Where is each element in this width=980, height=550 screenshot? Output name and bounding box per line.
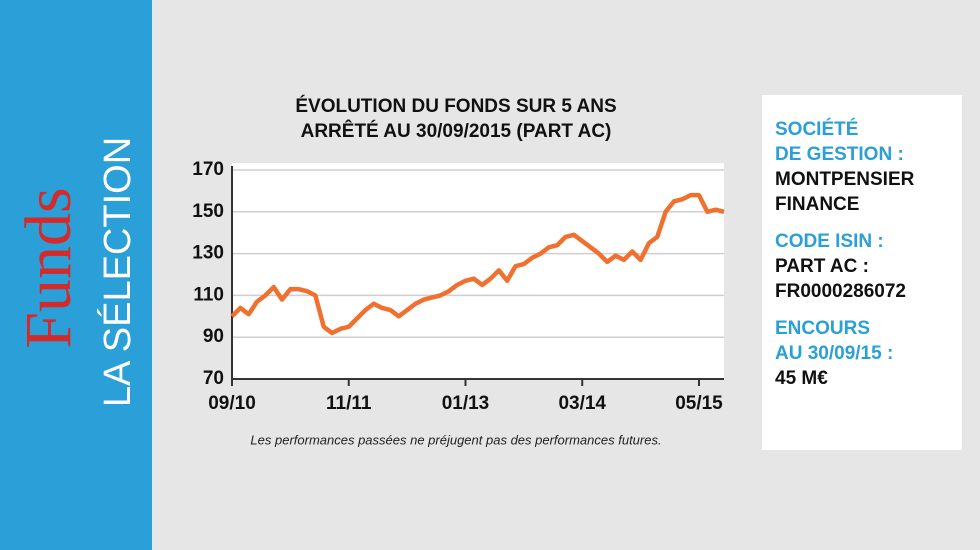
info-label: CODE ISIN : — [775, 231, 884, 252]
y-tick-label: 170 — [192, 159, 224, 180]
y-tick-label: 110 — [193, 284, 224, 305]
x-tick-label: 03/14 — [558, 393, 606, 414]
info-value: PART AC : — [775, 256, 869, 277]
info-label: AU 30/09/15 : — [775, 343, 893, 364]
info-value: FR0000286072 — [775, 281, 906, 302]
y-tick-label: 90 — [203, 326, 224, 347]
series-line — [230, 192, 725, 336]
info-value: FINANCE — [775, 194, 859, 215]
side-band — [0, 0, 152, 550]
info-box — [762, 95, 962, 450]
y-tick-label: 150 — [192, 201, 224, 222]
y-tick-label: 70 — [203, 368, 224, 389]
info-value: MONTPENSIER — [775, 169, 915, 190]
info-label: ENCOURS — [775, 318, 870, 339]
chart-title: ÉVOLUTION DU FONDS SUR 5 ANS — [295, 95, 616, 117]
info-value: 45 M€ — [775, 368, 828, 389]
brand-subtitle: LA SÉLECTION — [96, 137, 139, 407]
x-tick-label: 01/13 — [442, 393, 490, 414]
x-tick-label: 05/15 — [675, 393, 723, 414]
info-label: SOCIÉTÉ — [775, 118, 858, 140]
chart-subtitle: ARRÊTÉ AU 30/09/2015 (PART AC) — [301, 120, 612, 142]
x-tick-label: 11/11 — [326, 393, 372, 414]
brand-title: Funds — [12, 187, 85, 348]
info-label: DE GESTION : — [775, 144, 904, 165]
x-tick-label: 09/10 — [208, 393, 256, 414]
plot-area — [232, 163, 724, 379]
y-tick-label: 130 — [192, 243, 224, 264]
chart-note: Les performances passées ne préjugent pa… — [250, 432, 661, 447]
